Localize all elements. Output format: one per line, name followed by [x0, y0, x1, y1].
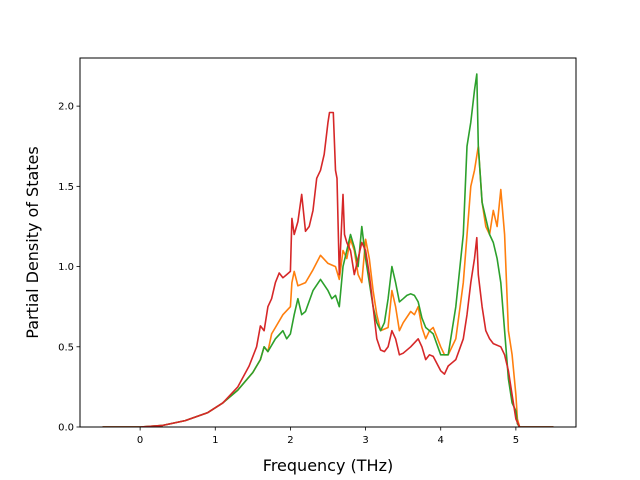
x-axis-ticks: 0 1 2 3 4 5 — [137, 427, 519, 446]
y-tick-label: 2.0 — [58, 102, 74, 113]
series-line-3 — [102, 111, 554, 427]
y-axis-label: Partial Density of States — [23, 146, 42, 338]
x-tick-label: 0 — [137, 435, 143, 446]
series-layer — [102, 73, 554, 427]
x-tick-label: 3 — [362, 435, 368, 446]
x-tick-label: 2 — [287, 435, 293, 446]
plot-frame — [79, 57, 577, 428]
y-tick-label: 1.5 — [58, 182, 74, 193]
y-tick-label: 0.5 — [58, 342, 74, 353]
y-axis-ticks: 0.0 0.5 1.0 1.5 2.0 — [58, 102, 80, 434]
x-axis-label: Frequency (THz) — [263, 456, 393, 475]
x-tick-label: 5 — [513, 435, 519, 446]
series-line-2 — [102, 73, 554, 427]
y-tick-label: 1.0 — [58, 262, 74, 273]
x-tick-label: 1 — [212, 435, 218, 446]
x-tick-label: 4 — [438, 435, 444, 446]
y-tick-label: 0.0 — [58, 423, 74, 434]
